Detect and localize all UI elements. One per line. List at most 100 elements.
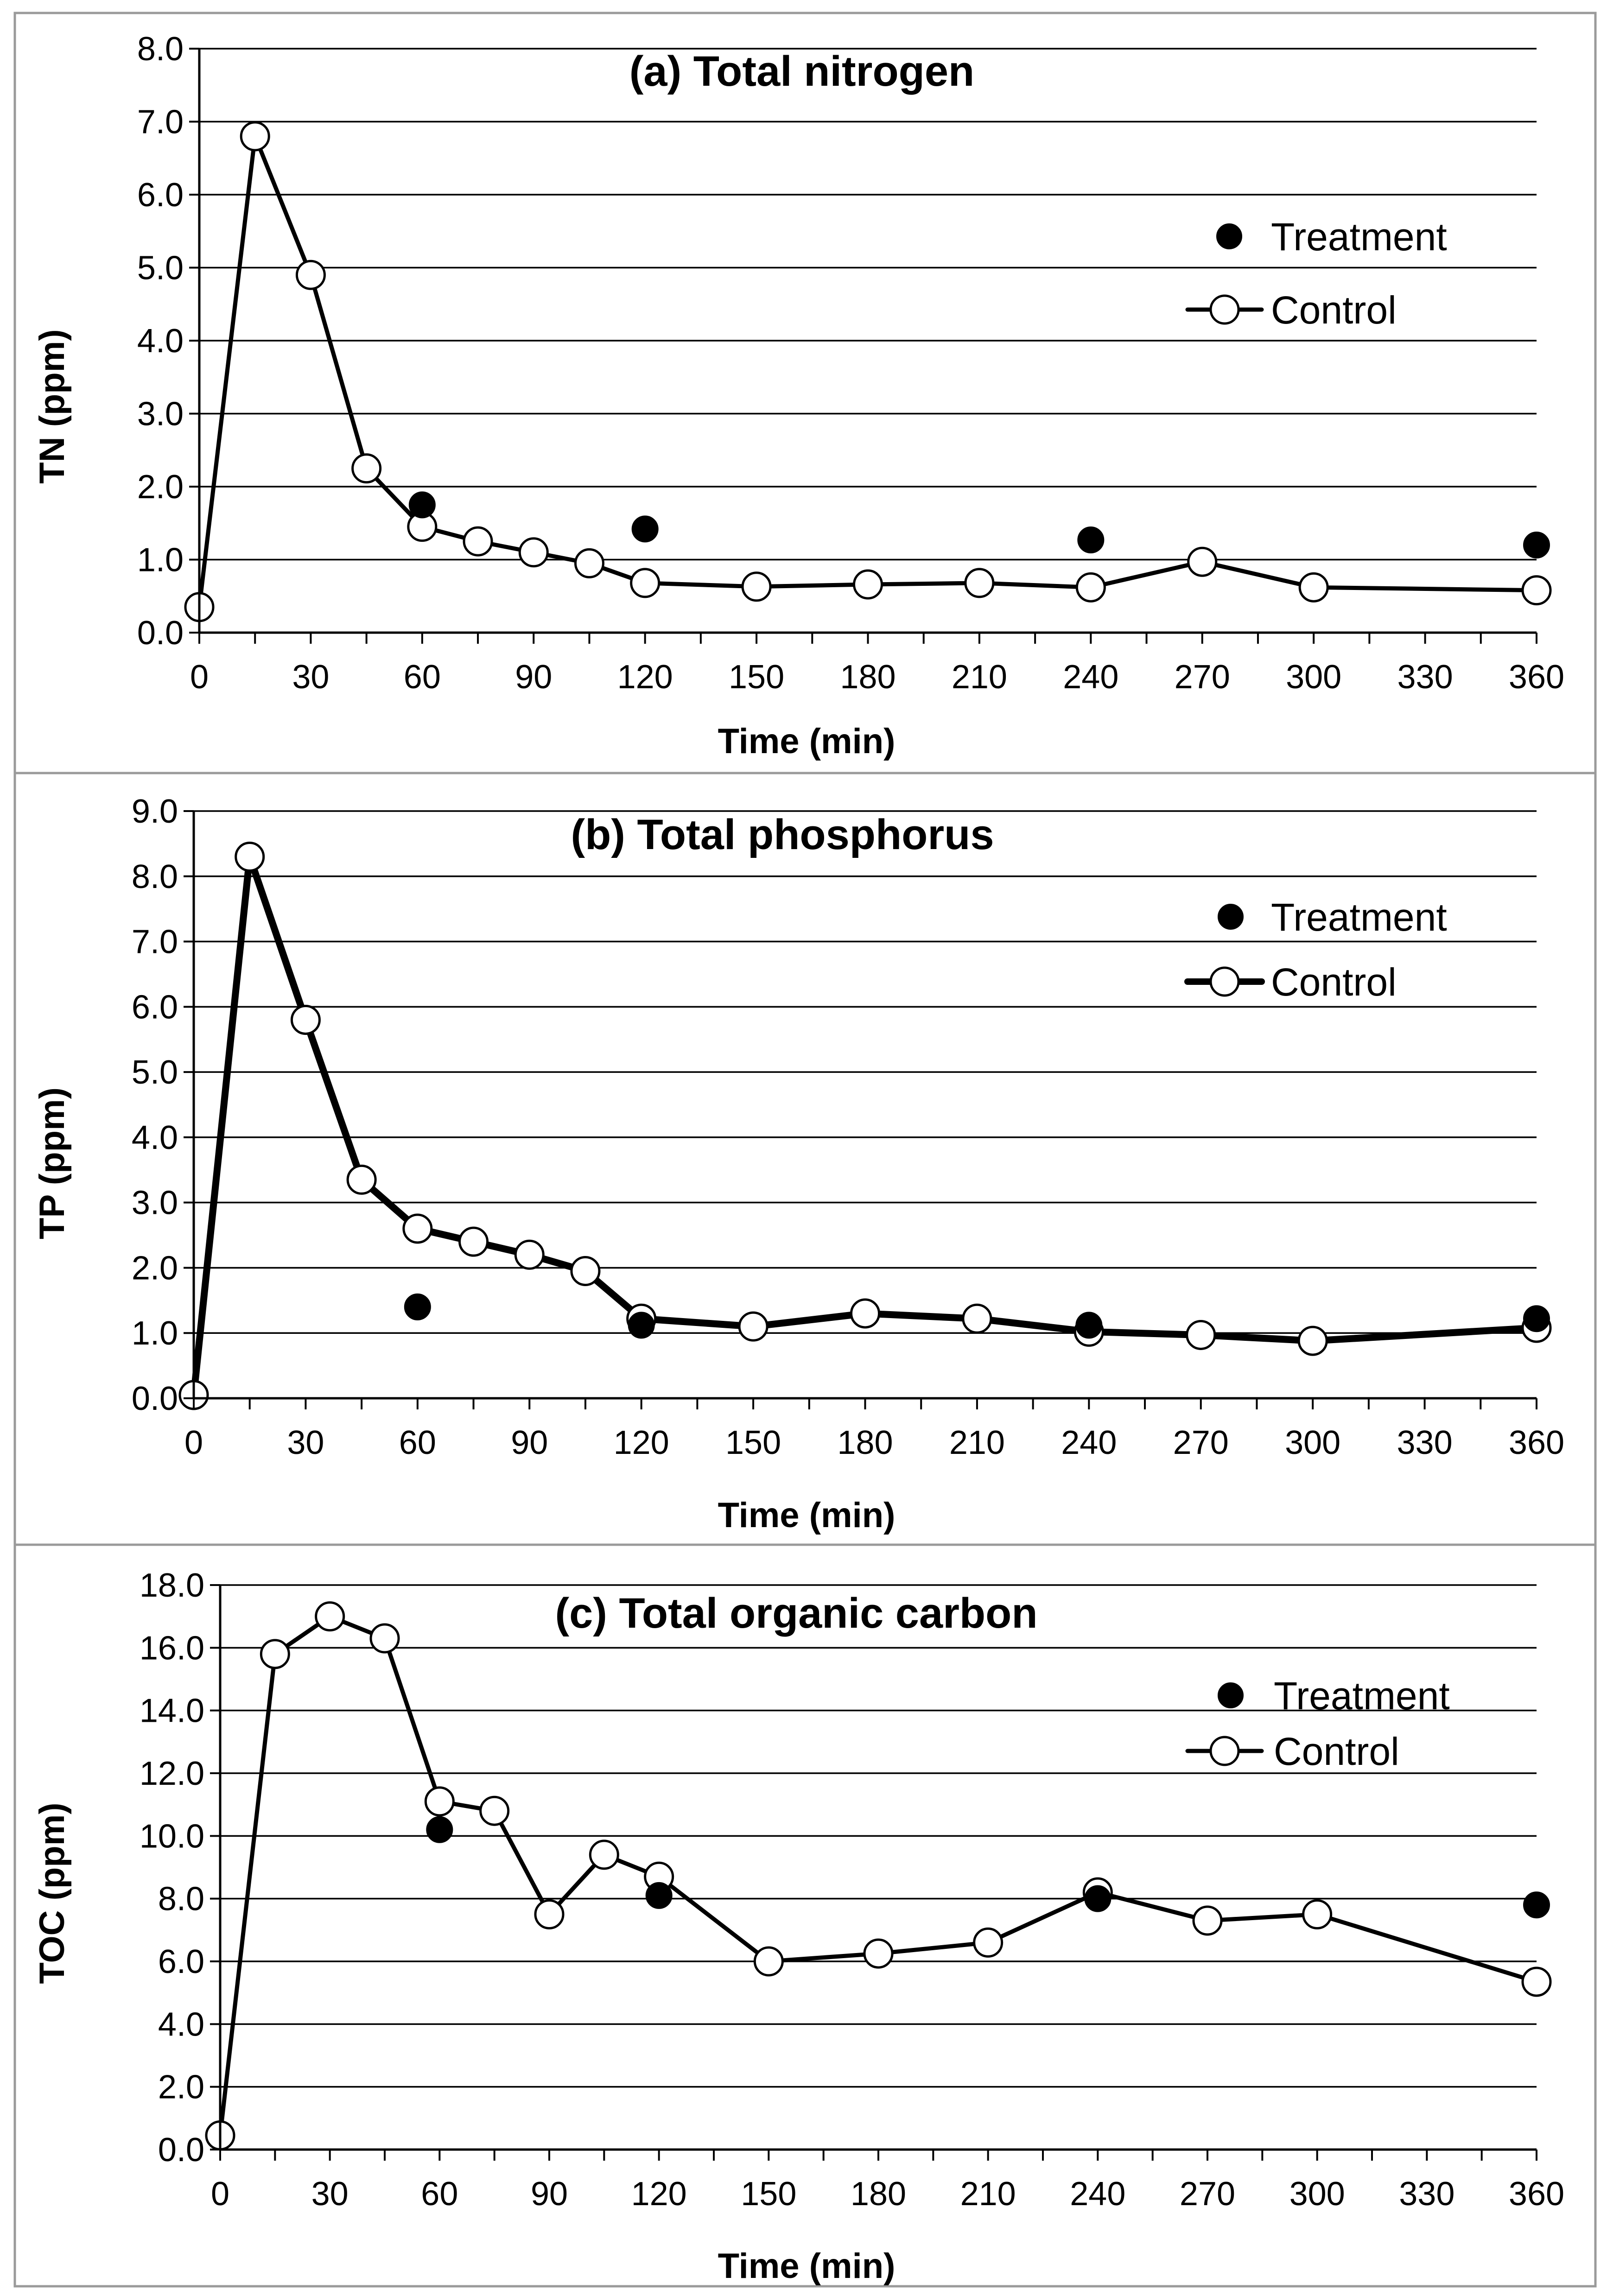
panel-c-control-point xyxy=(534,1899,565,1929)
panel-a-y-tick-label: 7.0 xyxy=(137,104,184,141)
panel-c: 0 30 60 90 120 150 180 210 240 270 300 330 360 0.0 2.… xyxy=(13,1543,1597,2288)
panel-a-x-tick-label: 330 xyxy=(1397,659,1453,696)
panel-c-control-line xyxy=(218,1614,1539,2138)
panel-a-y-tick-label: 2.0 xyxy=(137,469,184,506)
panel-b-control-point xyxy=(346,1164,377,1195)
panel-c-treatment-point xyxy=(1084,1885,1112,1912)
panel-a-x-tick-label: 90 xyxy=(515,659,552,696)
panel-b-y-tick-label: 0.0 xyxy=(132,1380,178,1417)
panel-c-control-point xyxy=(753,1946,784,1977)
panel-c-x-tick-label: 180 xyxy=(851,2175,906,2213)
panel-a-y-tick-label: 6.0 xyxy=(137,177,184,214)
panel-b-y-tick-label: 8.0 xyxy=(132,858,178,895)
panel-b-control-point xyxy=(235,842,265,872)
panel-b-x-tick-label: 270 xyxy=(1173,1424,1229,1461)
panel-a-control-point xyxy=(630,568,661,598)
panel-b-treatment-point xyxy=(628,1312,655,1339)
panel-b-title: (b) Total phosphorus xyxy=(571,811,994,858)
panel-c-control-point xyxy=(589,1839,619,1870)
panel-b-control-point xyxy=(962,1303,992,1334)
panel-c-y-tick-label: 16.0 xyxy=(140,1630,204,1667)
panel-c-x-tick-label: 150 xyxy=(741,2175,796,2213)
panel-a-x-tick-label: 150 xyxy=(729,659,784,696)
panel-c-legend-treatment-label: Treatment xyxy=(1274,1674,1450,1718)
panel-b-x-axis-label: Time (min) xyxy=(718,1496,896,1535)
panel-c-control-point xyxy=(424,1786,455,1817)
panel-c-y-tick-label: 2.0 xyxy=(158,2069,204,2106)
panel-c-title: (c) Total organic carbon xyxy=(555,1590,1037,1637)
panel-a-x-tick-label: 180 xyxy=(840,659,896,696)
panel-c-frame xyxy=(13,1543,1597,2288)
panel-a-frame xyxy=(13,12,1597,774)
panel-b-x-tick-label: 360 xyxy=(1509,1424,1564,1461)
panel-c-y-tick-label: 8.0 xyxy=(158,1881,204,1918)
panel-b-y-axis-label: TP (ppm) xyxy=(32,1087,72,1239)
panel-a-control-point xyxy=(295,260,326,290)
panel-a-control-point xyxy=(1075,572,1106,603)
panel-a-y-tick-label: 8.0 xyxy=(137,31,184,68)
panel-a: 0 30 60 90 120 150 180 210 240 270 300 330 360 0.0 1.… xyxy=(13,12,1597,774)
panel-b-y-tick-label: 3.0 xyxy=(132,1185,178,1222)
panel-b-y-tick-label: 1.0 xyxy=(132,1315,178,1352)
panel-a-y-tick-label: 3.0 xyxy=(137,396,184,433)
panel-a-x-tick-label: 360 xyxy=(1509,659,1564,696)
panel-a-y-tick-label: 4.0 xyxy=(137,323,184,360)
panel-b-control-point xyxy=(514,1239,545,1270)
panel-a-control-point xyxy=(1298,572,1329,603)
panel-c-x-tick-label: 210 xyxy=(960,2175,1016,2213)
panel-b-x-tick-label: 60 xyxy=(399,1424,436,1461)
panel-b-x-tick-label: 300 xyxy=(1285,1424,1340,1461)
panel-c-control-point xyxy=(1192,1905,1223,1936)
panel-b-control-point xyxy=(1186,1319,1216,1350)
panel-c-y-tick-label: 0.0 xyxy=(158,2131,204,2169)
panel-a-legend: Treatment Control xyxy=(1185,215,1447,332)
panel-a-treatment-point xyxy=(408,491,436,519)
panel-b-x-tick-label: 0 xyxy=(184,1424,203,1461)
panel-c-treatment-point xyxy=(1523,1891,1550,1919)
panel-a-x-tick-label: 270 xyxy=(1175,659,1230,696)
panel-a-control-point xyxy=(1187,546,1218,577)
panel-b-control-point xyxy=(570,1256,601,1286)
panel-b-legend-treatment-label: Treatment xyxy=(1271,895,1447,939)
panel-a-x-tick-label: 30 xyxy=(292,659,329,696)
panel-a-title: (a) Total nitrogen xyxy=(629,48,974,95)
panel-c-x-tick-label: 270 xyxy=(1180,2175,1235,2213)
panel-b-x-tick-label: 120 xyxy=(614,1424,669,1461)
panel-b-x-tick-label: 210 xyxy=(949,1424,1005,1461)
panel-c-y-axis-label: TOC (ppm) xyxy=(32,1802,72,1984)
panel-a-control-point xyxy=(741,571,772,602)
panel-c-y-tick-label: 12.0 xyxy=(140,1755,204,1792)
panel-c-y-tick-label: 18.0 xyxy=(140,1567,204,1604)
panel-c-x-tick-label: 0 xyxy=(211,2175,229,2213)
panel-a-y-tick-label: 1.0 xyxy=(137,542,184,579)
panel-c-legend-control-marker xyxy=(1209,1736,1240,1766)
panel-c-control-point xyxy=(863,1938,894,1969)
panel-a-treatment-point xyxy=(1523,532,1550,558)
panel-c-treatment-point xyxy=(426,1816,453,1843)
panel-c-y-tick-label: 4.0 xyxy=(158,2006,204,2043)
panel-b-legend-control-marker xyxy=(1209,966,1240,997)
panel-a-control-point xyxy=(351,453,382,484)
panel-a-control-point xyxy=(853,569,883,600)
panel-b-control-point xyxy=(850,1298,880,1329)
panel-b-treatment-point xyxy=(404,1293,431,1320)
panel-b-legend: Treatment Control xyxy=(1184,895,1447,1004)
panel-b-treatment-point xyxy=(1523,1305,1550,1332)
panel-b-x-tick-label: 90 xyxy=(511,1424,548,1461)
panel-b-x-tick-label: 150 xyxy=(725,1424,781,1461)
panel-b-y-tick-label: 6.0 xyxy=(132,989,178,1026)
panel-c-control-point xyxy=(479,1795,510,1826)
panel-b: 0 30 60 90 120 150 180 210 240 270 300 330 360 0.0 1.… xyxy=(13,772,1597,1546)
panel-a-treatment-point xyxy=(631,515,659,543)
panel-a-legend-treatment-marker xyxy=(1216,223,1242,249)
panel-a-control-point xyxy=(1521,575,1552,606)
panel-a-control-point xyxy=(518,537,549,568)
panel-b-control-point xyxy=(1297,1326,1328,1356)
panel-b-x-tick-label: 180 xyxy=(837,1424,893,1461)
panel-a-control-point xyxy=(240,121,270,152)
panel-c-control-point xyxy=(1521,1966,1552,1997)
panel-c-control-point xyxy=(260,1639,290,1669)
panel-c-y-tick-label: 10.0 xyxy=(140,1818,204,1855)
panel-b-legend-control-label: Control xyxy=(1271,960,1397,1004)
